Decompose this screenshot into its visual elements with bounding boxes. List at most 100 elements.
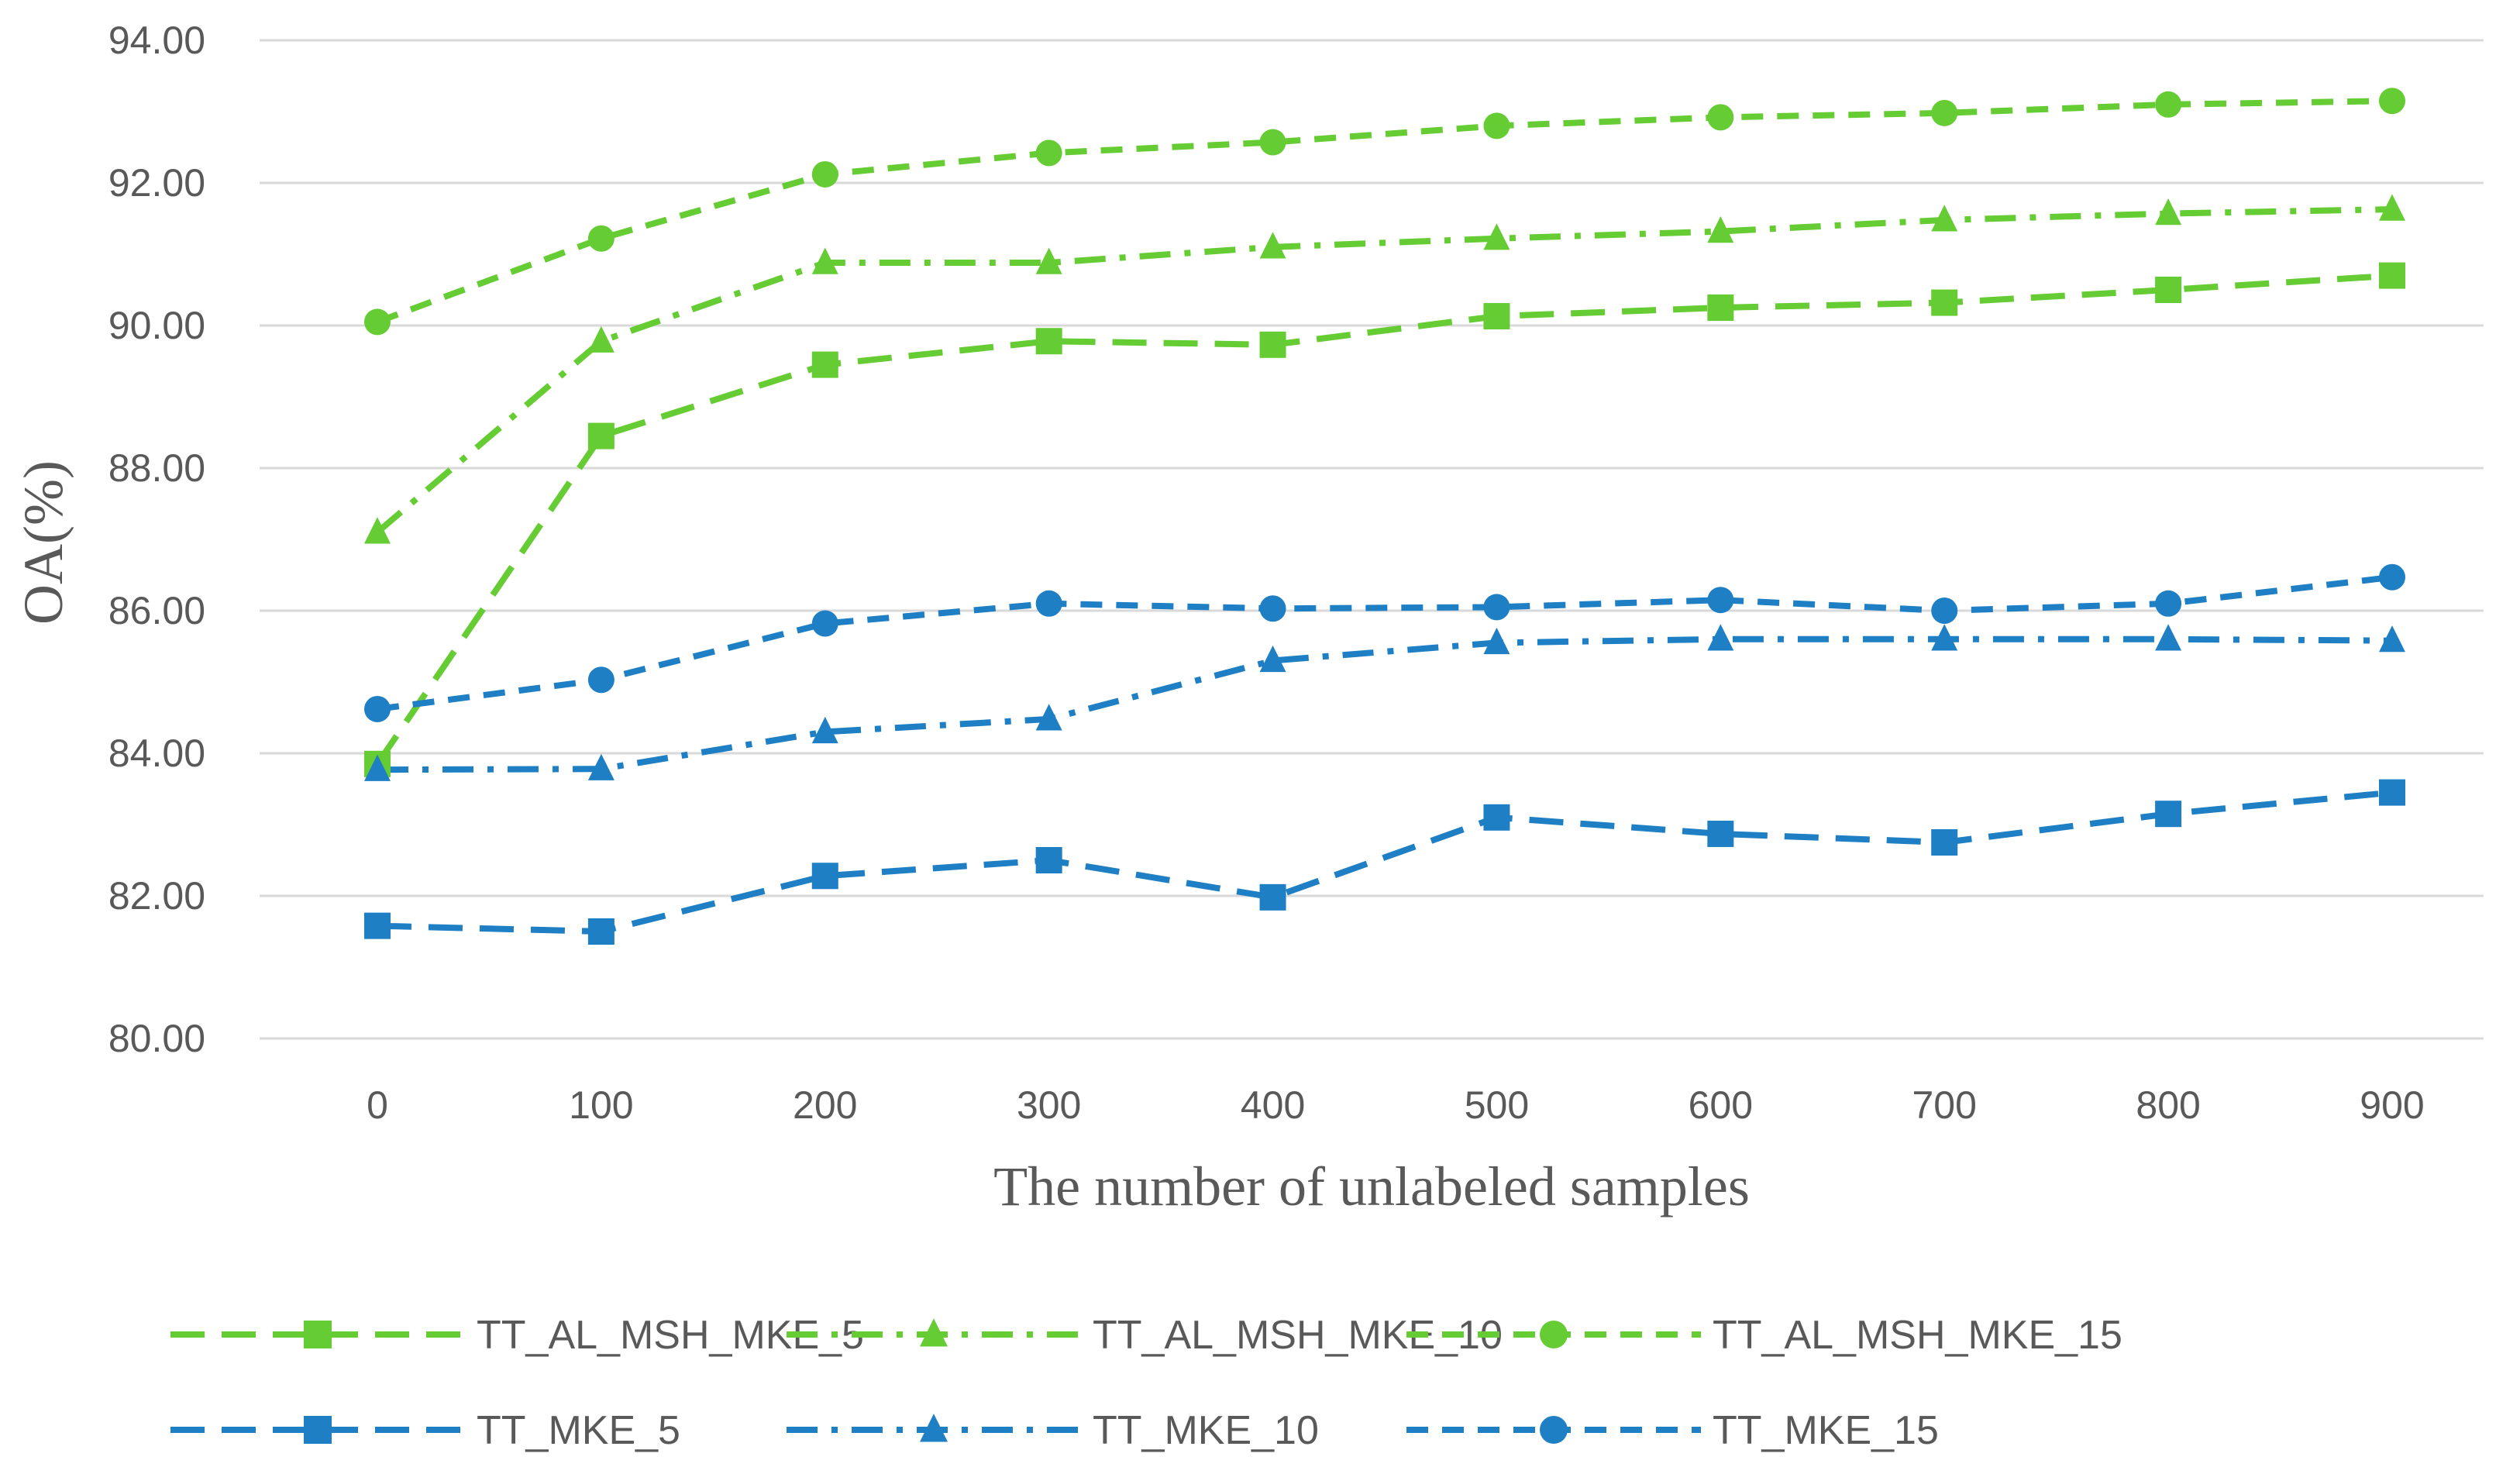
legend-marker [1540, 1321, 1568, 1348]
data-point [2155, 624, 2182, 651]
data-point [364, 517, 391, 544]
data-point [587, 422, 615, 449]
legend: TT_AL_MSH_MKE_5 TT_AL_MSH_MKE_10 TT_AL_MSH… [170, 1313, 2122, 1453]
y-tick-labels: 80.00 82.00 84.00 86.00 88.00 90.00 92.00 94.00 [108, 19, 205, 1060]
y-tick-label: 92.00 [108, 161, 205, 205]
x-tick-labels: 0 100 200 300 400 500 600 700 800 900 [367, 1083, 2425, 1127]
data-point [1483, 112, 1510, 139]
x-tick-label: 700 [1912, 1083, 1977, 1127]
data-point [1707, 587, 1734, 614]
data-point [1259, 331, 1286, 358]
data-point [2155, 590, 2182, 617]
y-tick-label: 88.00 [108, 446, 205, 490]
x-tick-label: 500 [1465, 1083, 1529, 1127]
legend-item: TT_AL_MSH_MKE_5 [170, 1313, 864, 1358]
data-point [811, 610, 838, 637]
data-point [811, 863, 838, 890]
data-point [1259, 883, 1286, 911]
data-point [2155, 198, 2182, 226]
y-tick-label: 84.00 [108, 732, 205, 775]
data-point [811, 247, 838, 274]
data-point [1707, 216, 1734, 243]
x-axis-title: The number of unlabeled samples [993, 1155, 1750, 1217]
data-point [2379, 563, 2405, 591]
data-point [2379, 779, 2405, 806]
y-tick-label: 94.00 [108, 19, 205, 62]
legend-marker [304, 1416, 332, 1444]
data-point [2155, 277, 2182, 303]
data-point [1259, 232, 1286, 259]
series-lines [374, 98, 2393, 935]
data-point [1707, 294, 1734, 321]
data-point [2379, 262, 2405, 289]
y-tick-label: 86.00 [108, 589, 205, 632]
data-point [2379, 88, 2405, 115]
data-point [1931, 205, 1958, 232]
data-point [811, 351, 838, 378]
data-point [587, 325, 615, 353]
series-line [377, 635, 2393, 773]
data-point [1035, 328, 1062, 355]
x-tick-label: 300 [1017, 1083, 1081, 1127]
data-point [1707, 820, 1734, 847]
series-line [376, 98, 2393, 325]
series-line [375, 206, 2393, 535]
y-tick-label: 82.00 [108, 874, 205, 918]
data-point [1035, 590, 1062, 617]
legend-label: TT_MKE_10 [1093, 1408, 1319, 1453]
data-point [1483, 223, 1510, 250]
data-point [364, 308, 391, 336]
data-point [1035, 139, 1062, 167]
x-tick-label: 400 [1241, 1083, 1305, 1127]
data-point [1035, 847, 1062, 873]
data-point [1483, 627, 1510, 655]
data-point [1483, 804, 1510, 831]
legend-marker [920, 1414, 948, 1442]
data-point [1259, 645, 1286, 673]
data-point [364, 695, 391, 722]
y-tick-label: 80.00 [108, 1017, 205, 1060]
x-tick-label: 100 [569, 1083, 633, 1127]
legend-marker [1540, 1416, 1568, 1444]
legend-label: TT_MKE_15 [1713, 1408, 1939, 1453]
data-point [1483, 594, 1510, 621]
data-point [587, 666, 615, 694]
data-point [1483, 303, 1510, 330]
legend-marker [304, 1321, 332, 1348]
legend-item: TT_MKE_10 [787, 1408, 1319, 1453]
data-point [1707, 104, 1734, 131]
x-tick-label: 200 [793, 1083, 857, 1127]
series-markers [364, 88, 2405, 945]
y-axis-title: OA(%) [12, 460, 74, 625]
gridlines [260, 39, 2484, 1040]
legend-item: TT_MKE_5 [170, 1408, 680, 1453]
data-point [1259, 129, 1286, 156]
data-point [364, 912, 391, 939]
data-point [1931, 829, 1958, 856]
data-point [1707, 624, 1734, 651]
data-point [587, 753, 615, 780]
legend-marker [920, 1318, 948, 1347]
data-point [1931, 289, 1958, 316]
data-point [587, 225, 615, 252]
data-point [1259, 595, 1286, 622]
data-point [1931, 598, 1958, 624]
legend-item: TT_AL_MSH_MKE_10 [787, 1313, 1503, 1358]
legend-label: TT_AL_MSH_MKE_10 [1093, 1313, 1503, 1358]
legend-item: TT_AL_MSH_MKE_15 [1406, 1313, 2122, 1358]
data-point [811, 716, 838, 744]
data-point [364, 754, 391, 781]
x-tick-label: 600 [1689, 1083, 1753, 1127]
data-point [1035, 247, 1062, 274]
series-line [377, 573, 2393, 712]
data-point [2155, 801, 2182, 828]
data-point [811, 160, 838, 188]
x-tick-label: 900 [2360, 1083, 2424, 1127]
data-point [587, 918, 615, 945]
legend-item: TT_MKE_15 [1406, 1408, 1939, 1453]
legend-label: TT_MKE_5 [477, 1408, 680, 1453]
legend-label: TT_AL_MSH_MKE_15 [1713, 1313, 2122, 1358]
x-tick-label: 0 [367, 1083, 388, 1127]
